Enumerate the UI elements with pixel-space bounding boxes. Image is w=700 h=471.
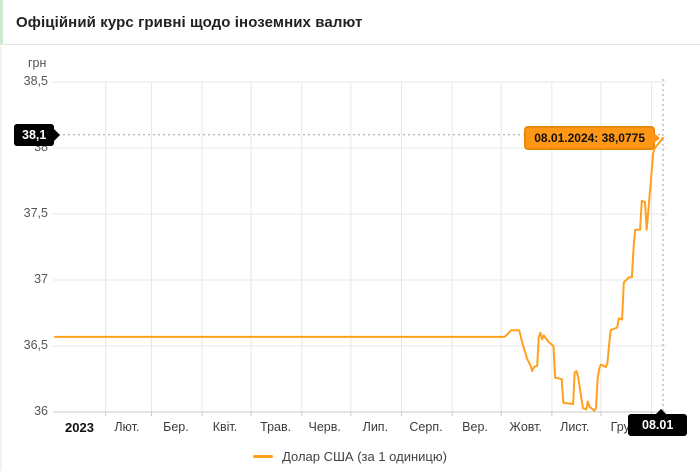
legend-line-swatch-icon (253, 454, 274, 458)
page-title: Офіційний курс гривні щодо іноземних вал… (16, 13, 363, 31)
title-bar: Офіційний курс гривні щодо іноземних вал… (0, 0, 700, 45)
x-axis-month-label: Жовт. (509, 420, 542, 434)
x-axis-month-label: Черв. (308, 420, 341, 434)
y-axis-tick-label: 36 (34, 404, 48, 418)
y-axis-tick-label: 37 (34, 272, 48, 286)
x-axis-month-label: Серп. (409, 420, 443, 434)
x-axis-month-label: Вер. (462, 420, 488, 434)
card-left-edge (0, 46, 2, 471)
x-axis-month-label: 2023 (65, 420, 94, 435)
y-axis-tick-label: 38,5 (23, 74, 48, 88)
y-axis-tick-label: 36,5 (23, 338, 48, 352)
x-axis-month-label: Лип. (362, 420, 389, 434)
title-accent-bar (0, 0, 3, 44)
legend-item-usd[interactable]: Долар США (за 1 одиницю) (0, 444, 700, 468)
crosshair-date-label: 08.01 (628, 409, 688, 436)
x-axis-month-label: Лист. (560, 420, 590, 434)
usd-rate-line (54, 136, 664, 412)
x-axis-month-label: Бер. (163, 420, 189, 434)
x-axis-month-label: Трав. (260, 420, 292, 434)
y-axis-tick-label: 37,5 (23, 206, 48, 220)
x-axis-month-label: Квіт. (212, 420, 238, 434)
y-axis-unit-label: грн (28, 56, 47, 70)
crosshair-value-label: 38,1 (14, 123, 61, 146)
point-tooltip: 08.01.2024: 38,0775 (524, 125, 660, 150)
x-axis-month-label: Лют. (114, 420, 140, 434)
legend-item-label: Долар США (за 1 одиницю) (282, 448, 447, 464)
